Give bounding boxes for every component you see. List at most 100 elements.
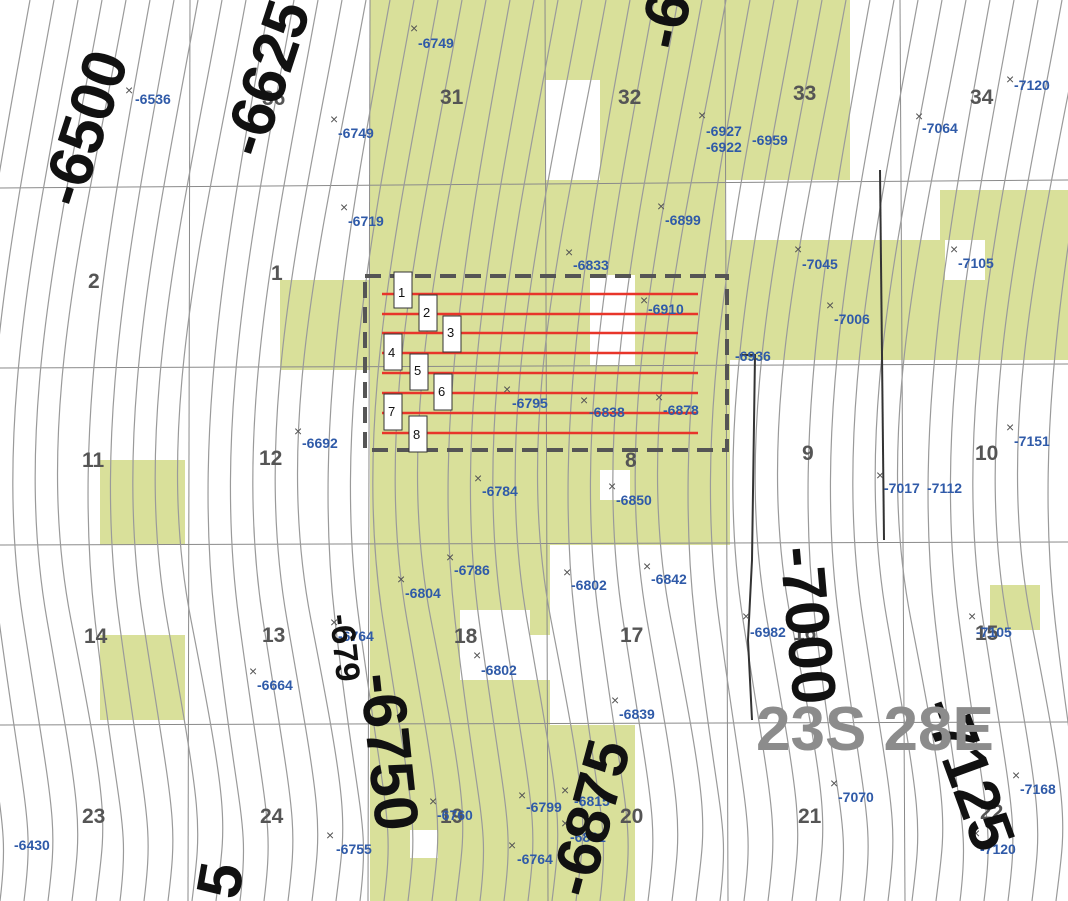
lease-area <box>725 240 945 360</box>
svg-text:×: × <box>563 564 571 580</box>
svg-text:-6982: -6982 <box>750 624 786 640</box>
well-marker: ×-6764 <box>508 837 553 867</box>
section-number: 2 <box>88 270 100 293</box>
well-marker: × -6815 <box>561 782 610 809</box>
contour-line <box>634 0 703 901</box>
well-marker: ×-7064 <box>915 108 958 136</box>
well-marker: ×-6799 <box>518 787 562 815</box>
well-marker: ×-7006 <box>826 297 870 327</box>
svg-text:-6799: -6799 <box>526 799 562 815</box>
svg-text:×: × <box>655 389 663 405</box>
well-marker: -6922 <box>706 139 742 155</box>
well-marker: ×-7168 <box>1012 767 1056 797</box>
svg-text:×: × <box>410 20 418 36</box>
lateral-label: 6 <box>433 373 453 411</box>
section-number: 23 <box>82 805 105 828</box>
well-marker: ×-7070 <box>830 775 874 805</box>
contour-line <box>852 0 919 901</box>
svg-text:-6755: -6755 <box>336 841 372 857</box>
well-marker: ×-6784 <box>474 470 518 499</box>
svg-text:5: 5 <box>414 363 421 378</box>
lease-area <box>985 240 1068 360</box>
svg-text:-6802: -6802 <box>571 577 607 593</box>
svg-text:-6664: -6664 <box>257 677 293 693</box>
svg-text:-6927: -6927 <box>706 123 742 139</box>
section-number: 22 <box>980 801 1003 824</box>
svg-text:×: × <box>565 244 573 260</box>
well-marker: ×-7045 <box>794 241 838 272</box>
lease-area <box>100 635 185 720</box>
section-number: 17 <box>620 624 643 647</box>
svg-text:×: × <box>972 825 980 841</box>
fault-line <box>879 169 885 541</box>
contour-label: -679 <box>322 612 367 684</box>
lease-area <box>370 635 460 725</box>
grid-line <box>0 179 1068 189</box>
svg-text:×: × <box>397 571 405 587</box>
lease-area <box>940 190 1068 240</box>
grid-line <box>0 363 1068 369</box>
well-marker: ×-7105 <box>968 608 1012 640</box>
well-marker: ×-7120 <box>972 825 1016 857</box>
lease-cutout <box>600 470 630 500</box>
contour-line <box>514 0 583 901</box>
svg-text:×: × <box>561 815 569 831</box>
contour-line <box>0 0 55 901</box>
contour-label: 5 <box>184 857 258 901</box>
grid-line <box>367 0 371 901</box>
svg-text:2: 2 <box>423 305 430 320</box>
lease-cutout <box>410 830 438 858</box>
contour-line <box>109 0 175 901</box>
svg-text:1: 1 <box>398 285 405 300</box>
contour-line <box>807 0 871 901</box>
well-marker: ×-7151 <box>1006 419 1050 449</box>
svg-text:-6922: -6922 <box>706 139 742 155</box>
section-number: 34 <box>970 86 994 109</box>
svg-text:×: × <box>473 647 481 663</box>
contour-line <box>176 0 247 901</box>
section-number: 33 <box>793 82 816 105</box>
svg-text:×: × <box>698 107 706 123</box>
contour-line <box>87 0 151 901</box>
well-marker: ×-6831 <box>561 815 606 845</box>
svg-text:×: × <box>1006 71 1014 87</box>
svg-text:-6430: -6430 <box>14 837 50 853</box>
contour-line <box>896 0 967 901</box>
grid-line <box>187 0 191 901</box>
svg-text:-7064: -7064 <box>922 120 958 136</box>
contour-label: -6750 <box>346 669 431 834</box>
well-marker: ×-6749 <box>330 111 374 141</box>
svg-text:×: × <box>915 108 923 124</box>
township-label: 23S 28E <box>756 695 994 764</box>
svg-text:-6786: -6786 <box>454 562 490 578</box>
svg-text:-7045: -7045 <box>802 256 838 272</box>
svg-text:×: × <box>294 423 302 439</box>
contour-line <box>874 0 943 901</box>
svg-text:-7105: -7105 <box>976 624 1012 640</box>
contour-line <box>687 0 751 901</box>
well-marker: ×-6802 <box>473 647 517 678</box>
svg-text:-6804: -6804 <box>405 585 441 601</box>
svg-text:×: × <box>1012 767 1020 783</box>
svg-text:×: × <box>611 692 619 708</box>
well-marker: ×-6760 <box>429 793 473 823</box>
svg-text:-6764: -6764 <box>517 851 553 867</box>
svg-text:-6692: -6692 <box>302 435 338 451</box>
svg-text:-6719: -6719 <box>348 213 384 229</box>
section-number: 16 <box>793 622 816 645</box>
section-number: 18 <box>454 625 478 648</box>
well-marker: ×-6536 <box>125 82 171 107</box>
section-number: 1 <box>271 262 283 285</box>
well-marker: ×-6755 <box>326 827 372 857</box>
svg-text:×: × <box>503 381 511 397</box>
fault-line <box>740 354 757 721</box>
grid-line <box>0 721 1068 726</box>
svg-text:-6536: -6536 <box>135 91 171 107</box>
svg-text:×: × <box>643 558 651 574</box>
svg-text:×: × <box>561 782 569 798</box>
svg-text:-6878: -6878 <box>663 402 699 418</box>
contour-line <box>776 0 847 901</box>
svg-text:-6831: -6831 <box>570 829 606 845</box>
svg-text:-7168: -7168 <box>1020 781 1056 797</box>
fault-lines <box>740 169 885 721</box>
